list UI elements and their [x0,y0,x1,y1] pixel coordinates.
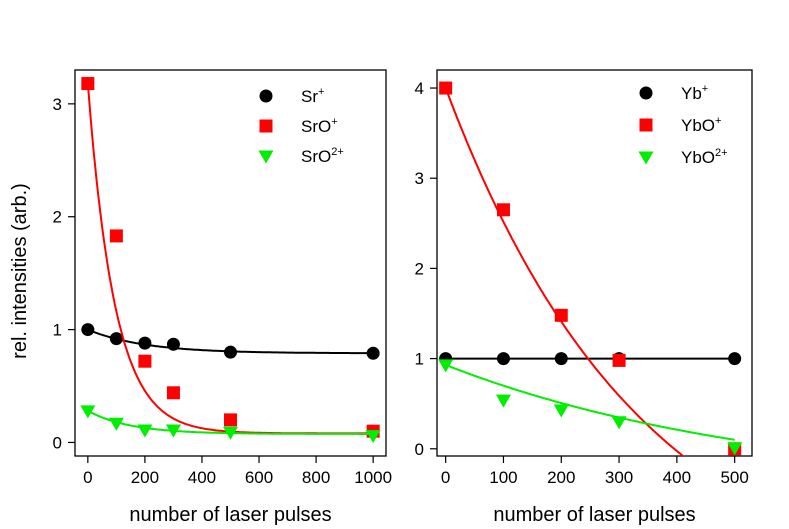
x-tick-label: 400 [663,468,691,487]
legend-marker-yb-plus [639,86,653,100]
plot-frame [74,69,387,457]
legend-label-ybo-2plus: YbO2+ [681,147,728,167]
y-tick-label: 4 [415,79,424,98]
legend-marker-sr-plus [259,89,273,103]
data-point-ybo-2plus [553,404,569,418]
x-tick-label: 200 [547,468,575,487]
data-point-sr-plus [224,345,237,359]
legend-label-sro-2plus: SrO2+ [301,146,344,166]
legend-label-superscript: + [715,115,721,127]
legend-marker-sro-2plus [258,150,274,164]
legend-marker-ybo-plus [639,118,653,132]
plot-frame [436,69,753,457]
data-point-sr-plus [138,336,152,350]
x-tick-label: 200 [131,468,159,487]
data-point-ybo-plus [554,308,568,322]
data-point-sro-2plus [80,405,96,419]
y-tick-label: 1 [53,321,62,340]
y-tick-label: 3 [53,95,62,114]
legend-label-yb-plus: Yb+ [681,83,708,103]
data-point-sr-plus [366,346,380,360]
fit-curve-ybo-plus [444,87,685,456]
y-tick-label: 2 [415,259,424,278]
legend-marker-ybo-2plus [638,151,654,165]
y-tick-label: 2 [53,208,62,227]
data-point-sro-plus [109,229,123,243]
data-point-yb-plus [554,352,568,366]
data-point-ybo-plus [496,203,510,217]
x-tick-label: 500 [720,468,748,487]
data-point-yb-plus [728,352,742,366]
data-point-ybo-plus [439,81,453,95]
legend-label-superscript: + [331,116,337,128]
x-tick-label: 1000 [354,468,392,487]
data-point-sro-plus [166,386,180,400]
data-point-sro-plus [81,77,95,91]
x-tick-label: 600 [245,468,273,487]
x-tick-label: 400 [188,468,216,487]
y-tick-label: 1 [415,350,424,369]
legend-label-superscript: + [702,83,708,95]
y-tick-label: 0 [53,433,62,452]
y-tick-label: 3 [415,169,424,188]
legend-label-superscript: + [318,86,324,98]
data-point-sro-plus [138,354,152,368]
data-point-sr-plus [81,323,95,337]
data-point-sro-2plus [365,430,381,444]
data-point-yb-plus [496,352,510,366]
x-tick-label: 800 [302,468,330,487]
data-point-sro-2plus [165,424,181,438]
x-tick-label: 0 [83,468,92,487]
data-point-sro-2plus [137,424,153,438]
legend-label-sro-plus: SrO+ [301,116,338,136]
data-point-sr-plus [109,332,123,346]
x-axis-title: number of laser pulses [493,504,695,526]
data-point-ybo-2plus [611,416,627,430]
legend-label-ybo-plus: YbO+ [681,115,721,135]
data-point-sr-plus [166,337,180,351]
y-axis-title: rel. intensities (arb.) [9,183,31,359]
legend-label-superscript: 2+ [715,147,728,159]
x-tick-label: 0 [441,468,450,487]
y-tick-label: 0 [415,440,424,459]
chart-panel-2: 0 100 200 300 400 500 0 1 2 3 4 number of laser pul… [415,69,753,526]
fit-curve-ybo-2plus [445,363,735,441]
data-point-sro-2plus [223,426,238,440]
x-tick-label: 100 [489,468,517,487]
data-point-ybo-2plus [727,442,743,456]
data-point-sro-plus [224,413,237,427]
x-axis-title: number of laser pulses [129,504,331,526]
data-point-ybo-plus [612,353,626,367]
data-point-ybo-2plus [495,394,511,408]
legend-marker-sro-plus [259,119,273,133]
x-tick-label: 300 [605,468,633,487]
data-point-ybo-2plus [438,359,454,373]
data-point-sro-2plus [108,417,124,431]
legend-label-sr-plus: Sr+ [301,86,324,106]
chart-panel-1: 0 200 400 600 800 1000 0 1 2 3 number of laser pul… [9,69,392,526]
legend-label-superscript: 2+ [331,146,344,158]
